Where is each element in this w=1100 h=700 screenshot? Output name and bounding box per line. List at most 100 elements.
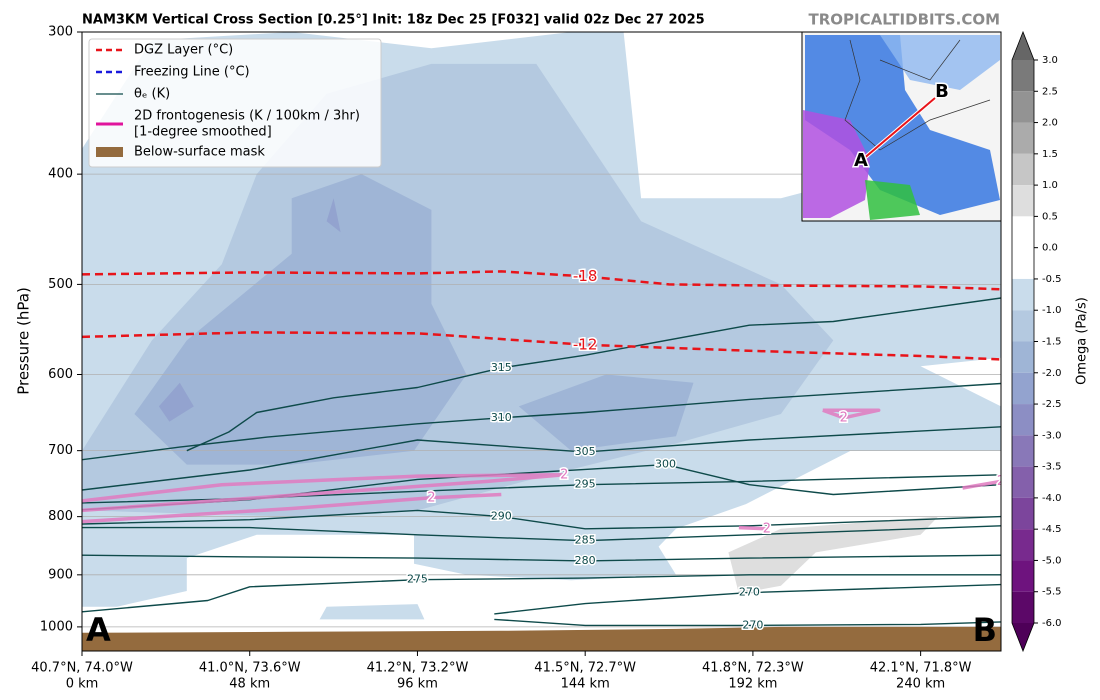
colorbar-tick-label: -2.0	[1042, 368, 1062, 379]
x-coordinate-label: 41.5°N, 72.7°W	[534, 661, 636, 676]
y-tick-label: 900	[48, 567, 73, 582]
theta-e-contour-label: 315	[491, 361, 512, 374]
theta-e-contour-label: 290	[491, 510, 512, 523]
theta-e-contour	[82, 509, 1001, 530]
x-tick-label: 192 km	[728, 677, 777, 692]
omega-region	[326, 198, 341, 233]
colorbar-band	[1012, 560, 1034, 592]
theta-e-contour	[494, 618, 1001, 627]
theta-e-contour	[186, 297, 1001, 452]
omega-region	[158, 382, 194, 422]
colorbar-tick-label: -4.0	[1042, 493, 1062, 504]
theta-e-contour	[82, 382, 1001, 461]
x-coordinate-label: 41.2°N, 73.2°W	[367, 661, 469, 676]
colorbar-label: Omega (Pa/s)	[1075, 297, 1090, 385]
inset-rain	[865, 180, 920, 220]
theta-e-contour-label: 305	[575, 445, 596, 458]
theta-e-contour	[82, 574, 1001, 613]
below-surface-mask	[82, 626, 1001, 651]
colorbar-tick-label: 2.5	[1042, 86, 1058, 97]
x-tick-label: 0 km	[66, 677, 99, 692]
colorbar-tick-label: 2.0	[1042, 118, 1058, 129]
frontogenesis-contour	[962, 479, 1001, 490]
frontogenesis-contour	[82, 492, 502, 524]
inset-mix	[803, 110, 870, 218]
theta-e-contour	[82, 426, 1001, 491]
legend-label: θₑ (K)	[134, 87, 170, 102]
legend-label: 2D frontogenesis (K / 100km / 3hr)	[134, 109, 360, 124]
x-coordinate-label: 42.1°N, 71.8°W	[870, 661, 972, 676]
colorbar-tick-label: 3.0	[1042, 55, 1058, 66]
y-tick-label: 600	[48, 367, 73, 382]
theta-e-contour-label: 295	[575, 478, 596, 491]
colorbar-tick-label: -3.0	[1042, 430, 1062, 441]
legend-label: Below-surface mask	[134, 145, 265, 160]
colorbar-band	[1012, 60, 1034, 92]
colorbar-tick-label: -3.5	[1042, 462, 1062, 473]
dgz-contour	[82, 270, 1001, 291]
omega-region	[518, 374, 694, 451]
colorbar-band	[1012, 278, 1034, 311]
colorbar-band	[1012, 529, 1034, 561]
colorbar-tick-label: -6.0	[1042, 618, 1062, 629]
colorbar-tick-label: 1.0	[1042, 180, 1058, 191]
theta-e-contour	[82, 525, 1001, 542]
inset-section	[861, 97, 936, 161]
y-axis-label: Pressure (hPa)	[15, 287, 33, 395]
frontogenesis-contour-label: 2	[763, 521, 771, 536]
section-end-label: A	[86, 611, 111, 649]
x-tick-label: 96 km	[397, 677, 438, 692]
colorbar-band	[1012, 497, 1034, 530]
frontogenesis-contour-label: 2	[427, 490, 435, 505]
legend-swatch	[96, 147, 123, 157]
colorbar-band	[1012, 404, 1034, 436]
y-tick-label: 400	[48, 167, 73, 182]
colorbar-band	[1012, 216, 1034, 248]
colorbar-tick-label: 1.5	[1042, 149, 1058, 160]
x-coordinate-label: 40.7°N, 74.0°W	[31, 661, 133, 676]
inset-snow-light	[880, 35, 1000, 90]
legend-box	[88, 38, 382, 168]
theta-e-contour-label: 270	[742, 618, 763, 631]
dgz-contour-label: -12	[573, 335, 598, 353]
frontogenesis-contour	[822, 408, 881, 420]
x-coordinate-label: 41.8°N, 72.3°W	[702, 661, 804, 676]
section-end-label: B	[973, 611, 997, 649]
theta-e-contour	[494, 583, 1001, 615]
omega-region	[319, 604, 425, 620]
frontogenesis-contour	[82, 473, 566, 513]
colorbar-band	[1012, 310, 1034, 342]
legend-label: [1-degree smoothed]	[134, 125, 272, 140]
legend-label: DGZ Layer (°C)	[134, 43, 233, 58]
inset-label: A	[854, 150, 868, 171]
colorbar-band	[1012, 591, 1034, 623]
y-tick-label: 500	[48, 277, 73, 292]
colorbar-band	[1012, 372, 1034, 405]
inset-map: AB	[801, 31, 1002, 222]
theta-e-contour-label: 275	[407, 573, 428, 586]
colorbar-extend-low	[1012, 623, 1034, 651]
dgz-contour-label: -18	[573, 267, 598, 285]
y-tick-label: 1000	[40, 619, 73, 634]
colorbar-tick-label: 0.5	[1042, 211, 1058, 222]
x-tick-label: 240 km	[896, 677, 945, 692]
theta-e-contour-label: 285	[575, 534, 596, 547]
theta-e-contour	[82, 554, 1001, 562]
colorbar-tick-label: -1.0	[1042, 305, 1062, 316]
colorbar-tick-label: -2.5	[1042, 399, 1062, 410]
plot: 315 310 305 300 295 290 285 280 275 270 270 -18 -12 2…	[82, 32, 1001, 651]
x-coordinate-label: 41.0°N, 73.6°W	[199, 661, 301, 676]
colorbar-band	[1012, 435, 1034, 467]
colorbar-band	[1012, 153, 1034, 186]
y-tick-label: 300	[48, 25, 73, 40]
chart-title: NAM3KM Vertical Cross Section [0.25°] In…	[82, 13, 705, 28]
inset-coast	[844, 39, 991, 151]
theta-e-contour-label: 300	[655, 458, 676, 471]
frontogenesis-contour-label: 2	[560, 467, 568, 482]
colorbar-band	[1012, 185, 1034, 217]
theta-e-contour-label: 280	[575, 554, 596, 567]
watermark: TROPICALTIDBITS.COM	[809, 11, 1001, 29]
colorbar-band	[1012, 466, 1034, 498]
colorbar-tick-label: -0.5	[1042, 274, 1062, 285]
y-tick-label: 700	[48, 443, 73, 458]
